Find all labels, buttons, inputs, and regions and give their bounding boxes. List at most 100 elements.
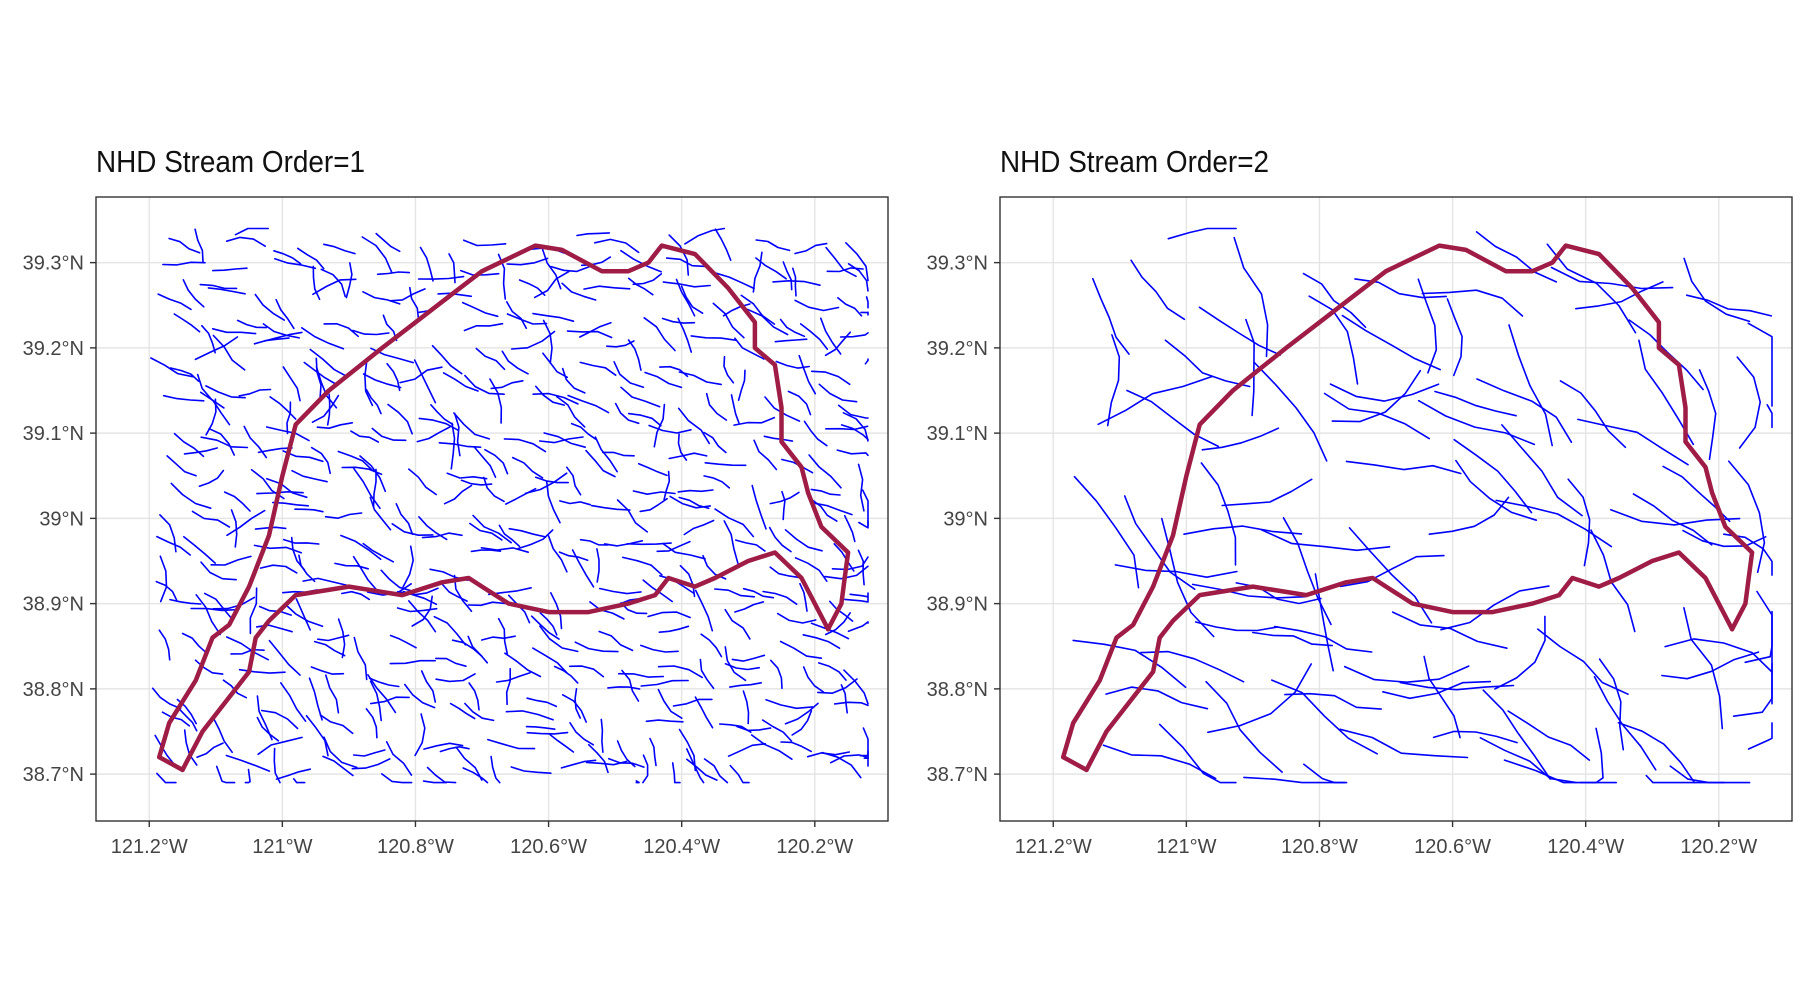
stream-line	[859, 750, 869, 757]
panel-frame	[95, 196, 889, 822]
stream-line	[700, 633, 723, 658]
stream-line	[824, 331, 852, 357]
stream-line	[542, 352, 569, 379]
stream-line	[675, 278, 696, 317]
stream-line	[506, 257, 549, 266]
stream-line	[418, 516, 448, 541]
stream-line	[380, 569, 413, 592]
stream-line	[730, 394, 740, 424]
stream-line	[603, 540, 644, 547]
stream-line	[448, 253, 456, 284]
stream-line	[784, 529, 823, 552]
stream-line	[462, 767, 489, 784]
stream-line	[861, 489, 869, 527]
stream-line	[844, 596, 869, 603]
stream-line	[639, 497, 668, 513]
stream-line	[316, 422, 354, 429]
stream-line	[453, 412, 491, 440]
stream-line	[1432, 730, 1518, 744]
stream-line	[825, 246, 857, 278]
stream-line	[736, 725, 772, 732]
stream-line	[549, 734, 575, 753]
stream-line	[1252, 631, 1333, 647]
stream-line	[364, 359, 374, 407]
stream-line	[714, 588, 756, 598]
stream-line	[1685, 294, 1773, 317]
stream-line	[1598, 658, 1625, 751]
stream-line	[825, 425, 869, 431]
x-tick-label: 120.2°W	[776, 836, 853, 858]
stream-line	[1345, 460, 1462, 475]
stream-line	[430, 404, 454, 426]
stream-line	[574, 688, 581, 719]
stream-line	[762, 590, 798, 605]
stream-line	[361, 236, 393, 274]
stream-line	[297, 247, 325, 270]
stream-line	[569, 665, 605, 678]
stream-line	[1164, 339, 1251, 388]
stream-line	[836, 449, 869, 457]
stream-line	[571, 549, 595, 588]
stream-line	[559, 500, 591, 506]
stream-line	[779, 640, 823, 659]
stream-line	[487, 738, 536, 750]
stream-line	[752, 251, 763, 293]
stream-line	[446, 472, 488, 480]
stream-line	[324, 512, 363, 519]
stream-line	[422, 780, 448, 784]
stream-line	[833, 701, 869, 707]
stream-line	[1428, 496, 1510, 535]
stream-line	[810, 622, 850, 640]
stream-line	[608, 757, 645, 768]
stream-line	[1348, 527, 1433, 624]
stream-line	[734, 337, 765, 360]
stream-line	[369, 680, 382, 722]
stream-line	[538, 436, 584, 444]
stream-line	[385, 741, 413, 776]
stream-line	[280, 682, 307, 722]
stream-line	[298, 554, 316, 583]
stream-line	[1736, 356, 1761, 449]
y-tick-label: 38.7°N	[23, 764, 84, 786]
stream-line	[362, 291, 401, 305]
stream-line	[408, 600, 437, 633]
stream-line	[182, 279, 205, 308]
stream-line	[370, 696, 410, 705]
stream-line	[824, 565, 869, 580]
stream-line	[678, 496, 710, 510]
stream-line	[413, 359, 437, 404]
stream-line	[469, 522, 503, 541]
stream-line	[369, 496, 392, 531]
stream-line	[772, 280, 821, 286]
stream-line	[1593, 676, 1657, 771]
stream-line	[462, 239, 507, 247]
stream-network	[150, 227, 869, 784]
stream-line	[864, 358, 869, 365]
stream-line	[1575, 281, 1664, 310]
stream-line	[600, 718, 604, 753]
stream-line	[843, 514, 856, 543]
stream-line	[473, 445, 497, 478]
stream-line	[1501, 424, 1583, 517]
stream-line	[411, 595, 433, 627]
stream-line	[166, 455, 197, 477]
stream-line	[791, 710, 813, 736]
stream-line	[1669, 765, 1751, 784]
stream-line	[550, 265, 590, 273]
stream-line	[847, 621, 869, 633]
stream-line	[506, 313, 548, 325]
stream-line	[1577, 418, 1689, 466]
stream-line	[579, 361, 617, 376]
stream-line	[501, 350, 529, 375]
y-tick-label: 38.9°N	[23, 594, 84, 616]
stream-line	[1434, 390, 1517, 417]
stream-line	[195, 594, 221, 636]
stream-line	[254, 293, 285, 321]
stream-line	[640, 644, 679, 653]
stream-line	[1102, 744, 1217, 780]
stream-line	[173, 313, 201, 333]
stream-line	[257, 736, 303, 756]
stream-line	[439, 746, 470, 753]
stream-line	[505, 710, 554, 721]
stream-line	[169, 598, 202, 605]
